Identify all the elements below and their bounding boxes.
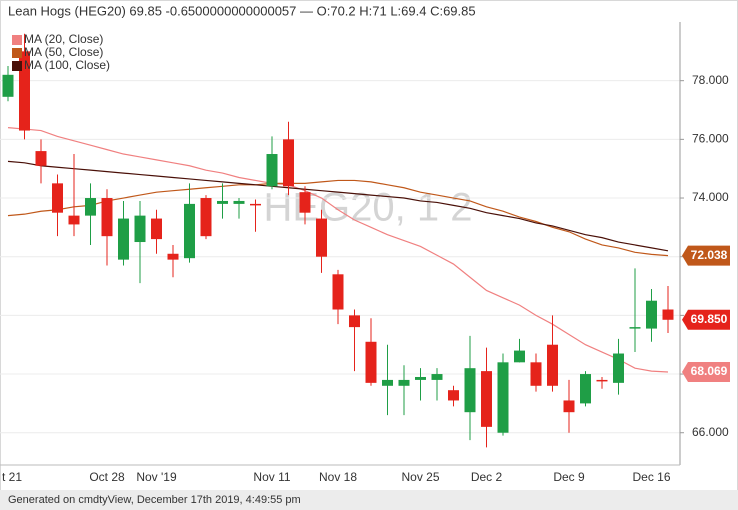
legend-swatch: [12, 61, 22, 71]
grid: [0, 80, 680, 434]
price-tag-label: 72.038: [691, 248, 728, 262]
ma-line: [7, 160, 669, 252]
footer-bar: [0, 490, 738, 510]
legend-label: MA (50, Close): [24, 45, 103, 59]
legend-swatch: [12, 48, 22, 58]
candle-body: [118, 218, 129, 260]
candle-body: [514, 350, 525, 363]
candle-body: [332, 274, 344, 310]
candle-body: [250, 203, 261, 206]
legend-label: MA (100, Close): [24, 58, 110, 72]
ma-line: [7, 179, 669, 257]
candle-body: [629, 327, 641, 329]
price-tag: [682, 362, 730, 383]
candle-body: [19, 51, 30, 131]
candle-body: [662, 309, 674, 320]
candle-body: [200, 198, 212, 237]
x-tick-label: t 21: [2, 470, 22, 484]
candle-body: [101, 198, 113, 237]
candle-body: [283, 139, 294, 187]
candle-body: [580, 374, 591, 404]
candle-body: [52, 183, 63, 213]
y-tick-label: 66.000: [692, 425, 729, 439]
candle-body: [530, 362, 542, 386]
candle-body: [151, 218, 162, 240]
candle-body: [497, 362, 509, 433]
candle-body: [646, 300, 657, 329]
candle-body: [398, 379, 410, 386]
price-tag-label: 69.850: [691, 312, 728, 326]
candle-body: [464, 368, 476, 413]
candle-body: [68, 215, 80, 225]
x-tick-label: Nov 11: [253, 470, 290, 484]
candles: [2, 33, 674, 448]
candle-body: [299, 192, 311, 213]
candle-body: [167, 253, 179, 260]
candle-body: [431, 374, 443, 380]
candle-body: [547, 344, 558, 386]
overlays: [7, 127, 669, 373]
x-tick-label: Dec 16: [632, 470, 670, 484]
legend-swatch: [12, 35, 22, 45]
candle-body: [184, 203, 195, 259]
candle-body: [349, 315, 360, 328]
candle-body: [382, 379, 393, 386]
candle-body: [365, 341, 377, 383]
candle-body: [596, 379, 608, 382]
price-tag-label: 68.069: [691, 364, 728, 378]
legend-label: MA (20, Close): [24, 32, 103, 46]
x-tick-label: Nov 25: [401, 470, 439, 484]
x-tick-label: Dec 2: [471, 470, 503, 484]
candle-body: [85, 198, 96, 216]
candle-body: [35, 151, 47, 166]
candle-body: [448, 390, 459, 401]
candle-body: [415, 376, 426, 380]
candle-body: [266, 154, 278, 187]
candle-body: [316, 218, 327, 257]
chart-title: Lean Hogs (HEG20) 69.85 -0.6500000000000…: [8, 3, 476, 18]
candle-body: [217, 200, 228, 204]
y-tick-label: 76.000: [692, 132, 729, 146]
candle-body: [613, 353, 624, 383]
ma-line: [7, 127, 669, 373]
y-tick-label: 74.000: [692, 190, 729, 204]
price-tag: [682, 245, 730, 266]
watermark: HEG20, 1 2: [263, 186, 472, 230]
candle-body: [563, 400, 575, 413]
candle-body: [2, 74, 14, 97]
candle-body: [481, 371, 492, 427]
x-tick-label: Nov '19: [136, 470, 177, 484]
candle-body: [134, 215, 146, 243]
axes: 66.00068.00070.00072.00074.00076.00078.0…: [0, 22, 730, 484]
footer: Generated on cmdtyView, December 17th 20…: [8, 494, 301, 506]
x-tick-label: Oct 28: [89, 470, 125, 484]
x-tick-label: Dec 9: [553, 470, 585, 484]
y-tick-label: 78.000: [692, 73, 729, 87]
price-tag: [682, 309, 730, 330]
x-tick-label: Nov 18: [319, 470, 357, 484]
candle-body: [233, 200, 245, 204]
